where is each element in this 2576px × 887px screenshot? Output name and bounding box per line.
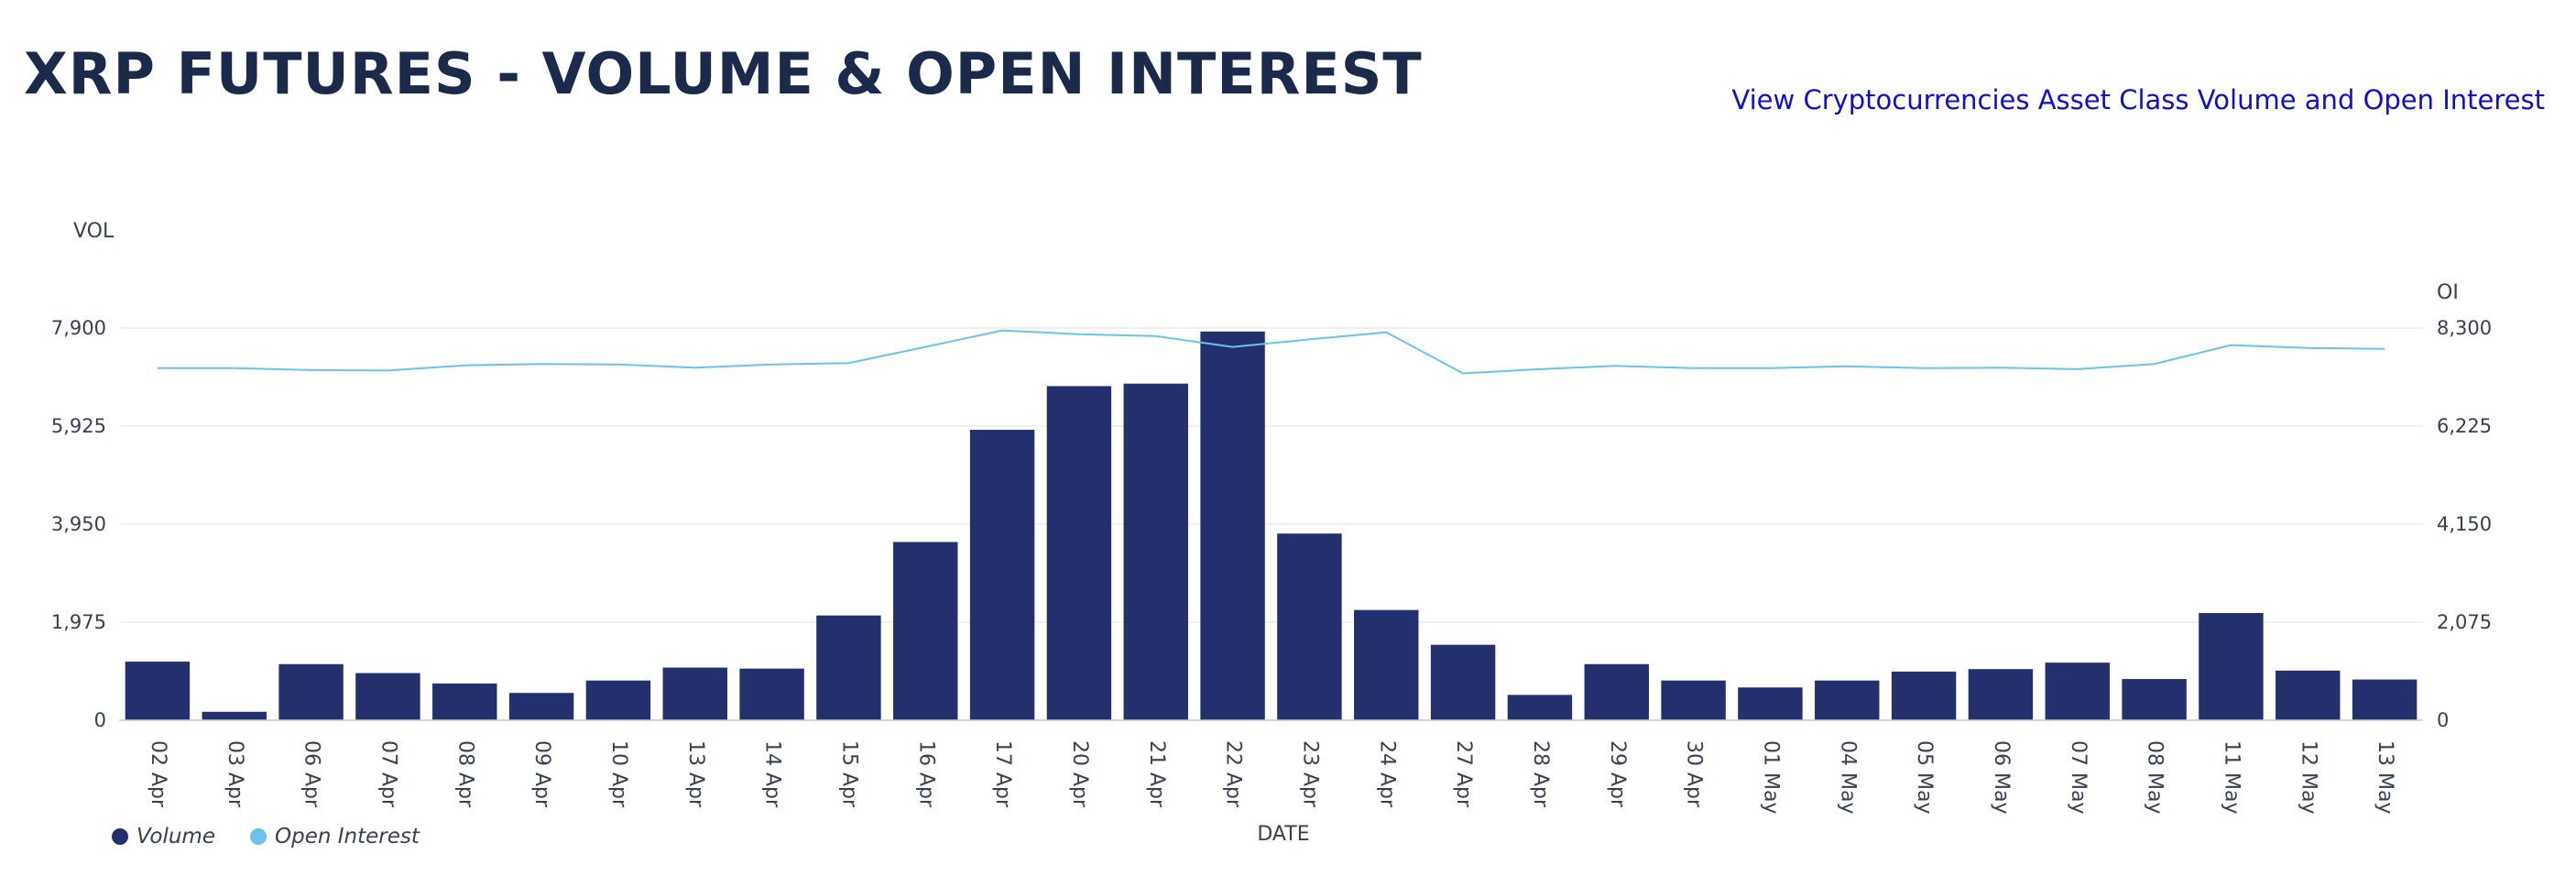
x-tick-label: 29 Apr xyxy=(1606,740,1629,808)
open-interest-line xyxy=(157,329,2385,375)
volume-bar[interactable] xyxy=(2199,612,2264,720)
volume-legend-dot xyxy=(112,828,128,845)
x-tick-label: 13 Apr xyxy=(684,740,707,808)
volume-bar[interactable] xyxy=(2352,679,2418,720)
x-tick-label: 12 May xyxy=(2297,740,2319,814)
x-axis-ticks: 02 Apr 03 Apr 06 Apr 07 Apr 08 Apr 09 Apr 10 A… xyxy=(147,740,2396,814)
volume-bar[interactable] xyxy=(1277,533,1342,720)
volume-bar[interactable] xyxy=(125,662,191,720)
volume-bar[interactable] xyxy=(1661,680,1726,720)
x-tick-label: 27 Apr xyxy=(1452,740,1475,808)
x-tick-label: 02 Apr xyxy=(147,740,169,808)
left-tick-label: 1,975 xyxy=(51,611,106,633)
x-tick-label: 28 Apr xyxy=(1529,740,1552,808)
legend-item-volume[interactable]: Volume xyxy=(112,825,215,849)
volume-bar[interactable] xyxy=(893,542,958,720)
left-tick-label: 3,950 xyxy=(51,513,106,535)
asset-class-link[interactable]: View Cryptocurrencies Asset Class Volume… xyxy=(1731,84,2545,115)
volume-bars xyxy=(125,331,2418,720)
x-tick-label: 22 Apr xyxy=(1222,740,1245,808)
right-tick-label: 2,075 xyxy=(2437,611,2492,633)
x-tick-label: 16 Apr xyxy=(914,740,937,808)
x-tick-label: 07 Apr xyxy=(377,740,399,808)
volume-bar[interactable] xyxy=(1046,386,1112,720)
x-tick-label: 23 Apr xyxy=(1298,740,1321,808)
x-tick-label: 10 Apr xyxy=(607,740,630,808)
volume-bar[interactable] xyxy=(202,711,267,720)
volume-bar[interactable] xyxy=(2045,663,2110,720)
volume-bar[interactable] xyxy=(2122,679,2187,720)
x-tick-label: 20 Apr xyxy=(1068,740,1091,808)
volume-bar[interactable] xyxy=(1123,383,1188,720)
x-tick-label: 04 May xyxy=(1836,740,1859,814)
x-tick-label: 24 Apr xyxy=(1375,740,1398,808)
x-tick-label: 21 Apr xyxy=(1145,740,1168,808)
right-tick-label: 4,150 xyxy=(2437,513,2492,535)
x-tick-label: 06 Apr xyxy=(300,740,323,808)
x-tick-label: 08 Apr xyxy=(453,740,476,808)
volume-bar[interactable] xyxy=(969,430,1035,720)
volume-bar[interactable] xyxy=(508,693,574,720)
x-tick-label: 15 Apr xyxy=(837,740,860,808)
x-tick-label: 09 Apr xyxy=(530,740,553,808)
open-interest-series-line[interactable] xyxy=(157,329,2385,375)
x-tick-label: 05 May xyxy=(1913,740,1936,814)
x-tick-label: 30 Apr xyxy=(1683,740,1706,808)
right-axis-title: OI xyxy=(2437,281,2459,304)
volume-bar[interactable] xyxy=(278,663,344,720)
page-title: XRP FUTURES - VOLUME & OPEN INTEREST xyxy=(24,40,1423,107)
volume-bar[interactable] xyxy=(1430,644,1496,720)
volume-bar[interactable] xyxy=(1815,680,1880,720)
volume-bar[interactable] xyxy=(1200,331,1265,720)
left-axis-ticks: 0 1,975 3,950 5,925 7,900 xyxy=(51,317,106,731)
volume-bar[interactable] xyxy=(2276,670,2341,720)
right-tick-label: 8,300 xyxy=(2437,317,2492,339)
volume-bar[interactable] xyxy=(1354,609,1419,720)
volume-bar[interactable] xyxy=(355,673,420,720)
volume-bar[interactable] xyxy=(662,667,727,720)
x-axis-title: DATE xyxy=(1257,823,1309,846)
x-tick-label: 14 Apr xyxy=(761,740,784,808)
volume-bar[interactable] xyxy=(1968,669,2034,720)
left-axis-title: VOL xyxy=(73,220,115,243)
x-tick-label: 11 May xyxy=(2220,740,2243,814)
chart-legend: Volume Open Interest xyxy=(112,825,420,849)
right-axis-ticks: 0 2,075 4,150 6,225 8,300 xyxy=(2437,317,2492,731)
x-tick-label: 13 May xyxy=(2374,740,2396,814)
volume-bar[interactable] xyxy=(816,615,881,720)
right-tick-label: 0 xyxy=(2437,709,2449,731)
x-tick-label: 01 May xyxy=(1759,740,1782,814)
chart-gridlines xyxy=(119,327,2423,721)
volume-bar[interactable] xyxy=(739,668,804,720)
left-tick-label: 5,925 xyxy=(51,415,106,437)
volume-bar[interactable] xyxy=(1584,663,1649,720)
volume-bar[interactable] xyxy=(1507,695,1573,720)
volume-bar[interactable] xyxy=(585,680,651,720)
left-tick-label: 0 xyxy=(94,709,106,731)
left-tick-label: 7,900 xyxy=(51,317,106,339)
legend-item-open-interest[interactable]: Open Interest xyxy=(249,825,420,849)
x-tick-label: 17 Apr xyxy=(991,740,1014,808)
legend-label-open-interest: Open Interest xyxy=(274,825,420,849)
open-interest-legend-dot xyxy=(249,828,267,845)
x-tick-label: 06 May xyxy=(1990,740,2013,814)
x-tick-label: 08 May xyxy=(2144,740,2167,814)
right-tick-label: 6,225 xyxy=(2437,415,2492,437)
legend-label-volume: Volume xyxy=(136,825,215,849)
volume-bar[interactable] xyxy=(1891,671,1957,720)
volume-bar[interactable] xyxy=(432,683,497,720)
x-tick-label: 07 May xyxy=(2067,740,2090,814)
x-tick-label: 03 Apr xyxy=(224,740,246,808)
volume-bar[interactable] xyxy=(1738,687,1803,720)
